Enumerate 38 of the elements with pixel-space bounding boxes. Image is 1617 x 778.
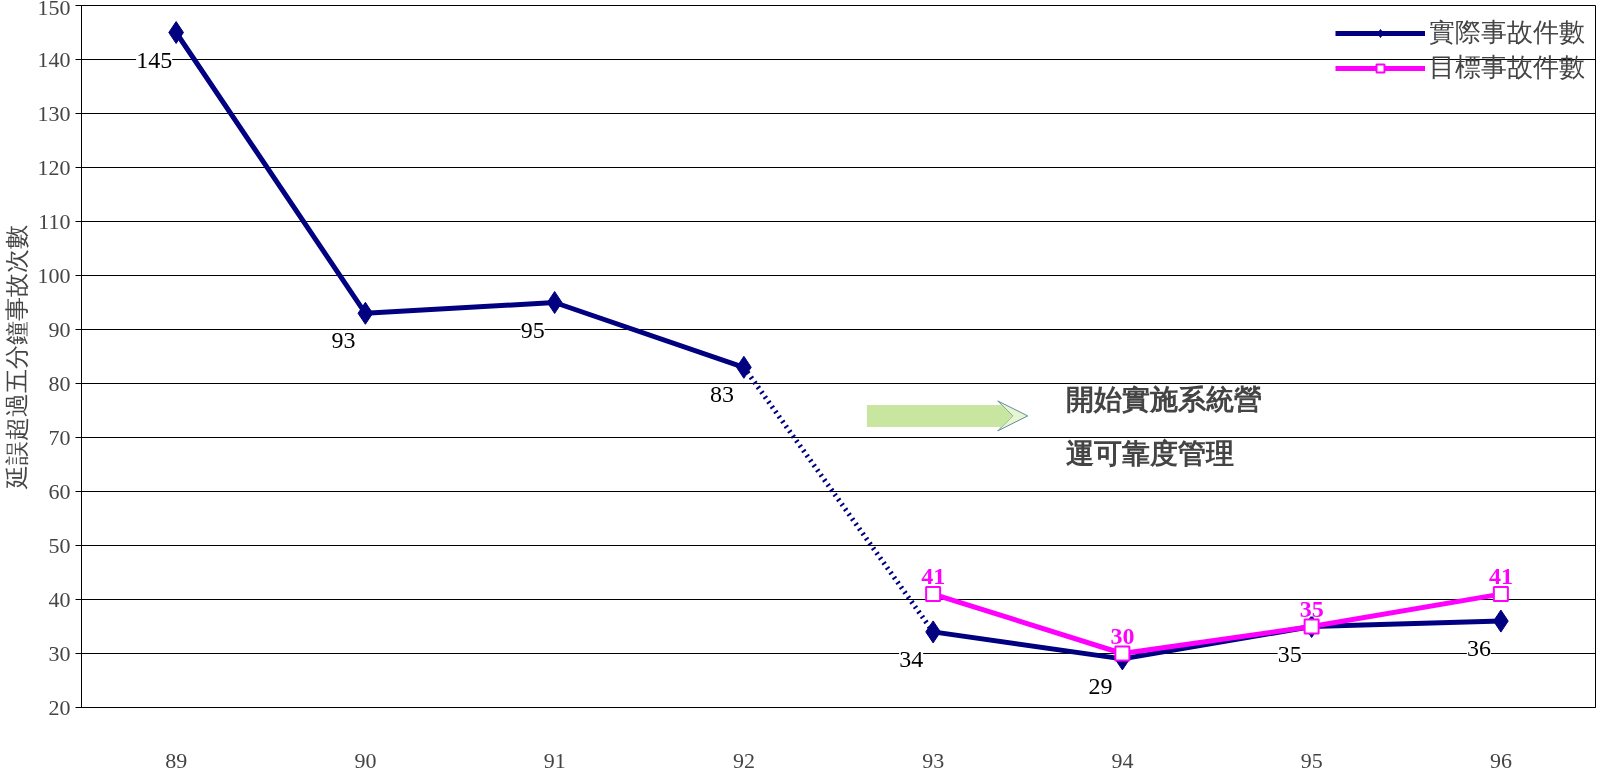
y-tick-label: 100 [37,262,71,288]
y-tick-label: 30 [48,640,71,666]
annotation: 開始實施系統營運可靠度管理 [1065,382,1262,470]
y-tick-label: 90 [48,316,71,342]
x-tick-label: 96 [1489,747,1512,773]
x-tick-label: 91 [543,747,566,773]
data-label: 83 [709,381,734,408]
data-label: 93 [331,327,356,354]
x-tick-label: 89 [165,747,188,773]
y-tick-label: 50 [48,532,71,558]
data-label: 29 [1088,672,1113,699]
legend-label: 實際事故件數 [1429,16,1585,49]
data-label: 35 [1277,640,1302,667]
data-label: 95 [520,316,545,343]
y-tick-label: 120 [37,154,71,180]
x-tick-label: 94 [1111,747,1134,773]
legend-label: 目標事故件數 [1429,51,1585,84]
data-label: 41 [1488,563,1513,590]
y-tick-label: 80 [48,370,71,396]
y-tick-label: 60 [48,478,71,504]
y-tick-label: 20 [48,694,71,720]
y-axis-title: 延誤超過五分鐘事故次數 [3,224,30,490]
data-label: 34 [899,645,924,672]
y-tick-label: 140 [37,46,71,72]
data-label: 36 [1466,635,1491,662]
x-tick-label: 95 [1300,747,1323,773]
x-tick-label: 92 [732,747,755,773]
y-tick-label: 110 [38,208,71,234]
y-tick-label: 150 [37,0,71,20]
x-tick-label: 93 [922,747,945,773]
data-label: 145 [136,46,173,73]
data-label: 41 [921,563,946,590]
data-label: 35 [1299,595,1324,622]
y-tick-label: 70 [48,424,71,450]
data-label: 30 [1110,622,1135,649]
y-tick-label: 130 [37,100,71,126]
y-tick-label: 40 [48,586,71,612]
x-tick-label: 90 [354,747,377,773]
